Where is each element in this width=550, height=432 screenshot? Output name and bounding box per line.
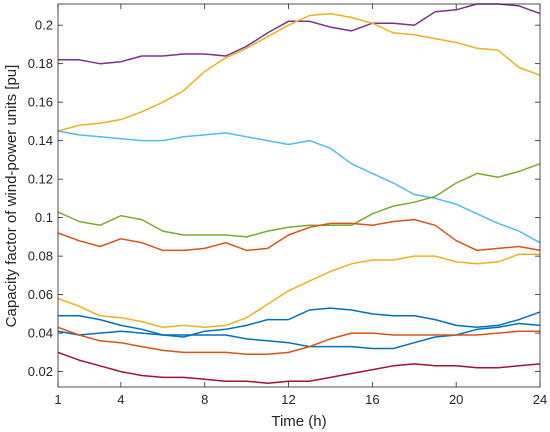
y-tick-label: 0.04 <box>28 326 53 341</box>
plot-background <box>58 4 540 387</box>
series-line-9 <box>57 326 540 356</box>
x-tick-label: 12 <box>281 392 295 407</box>
y-tick-label: 0.08 <box>28 249 53 264</box>
y-axis: 0.02 0.04 0.06 0.08 0.1 0.12 0.14 0.16 0.18 0.2 <box>28 18 540 379</box>
series-line-6 <box>57 253 540 329</box>
x-tick-label: 4 <box>117 392 124 407</box>
y-tick-label: 0.1 <box>35 210 53 225</box>
y-tick-label: 0.18 <box>28 56 53 71</box>
series-line-4 <box>57 162 541 238</box>
y-tick-label: 0.16 <box>28 95 53 110</box>
y-tick-label: 0.02 <box>28 364 53 379</box>
series-line-2 <box>57 12 541 132</box>
x-axis-label: Time (h) <box>271 413 326 430</box>
x-tick-label: 8 <box>201 392 208 407</box>
series-line-10 <box>57 351 541 384</box>
x-tick-label: 20 <box>449 392 463 407</box>
y-axis-label: Capacity factor of wind-power units [pu] <box>3 65 20 328</box>
x-tick-label: 16 <box>365 392 379 407</box>
series-line-3 <box>57 130 541 244</box>
series-line-8 <box>57 322 541 350</box>
x-tick-label: 1 <box>54 392 61 407</box>
y-tick-label: 0.2 <box>35 18 53 33</box>
series-line-5 <box>57 218 541 252</box>
y-tick-label: 0.12 <box>28 172 53 187</box>
plot-frame <box>57 3 541 388</box>
x-tick-label: 24 <box>533 392 547 407</box>
series-layer <box>57 3 541 384</box>
y-tick-label: 0.06 <box>28 287 53 302</box>
series-line-1 <box>58 3 541 65</box>
x-axis: 1 4 8 12 16 20 24 <box>54 4 547 407</box>
series-line-7 <box>58 307 541 338</box>
y-tick-label: 0.14 <box>28 133 53 148</box>
